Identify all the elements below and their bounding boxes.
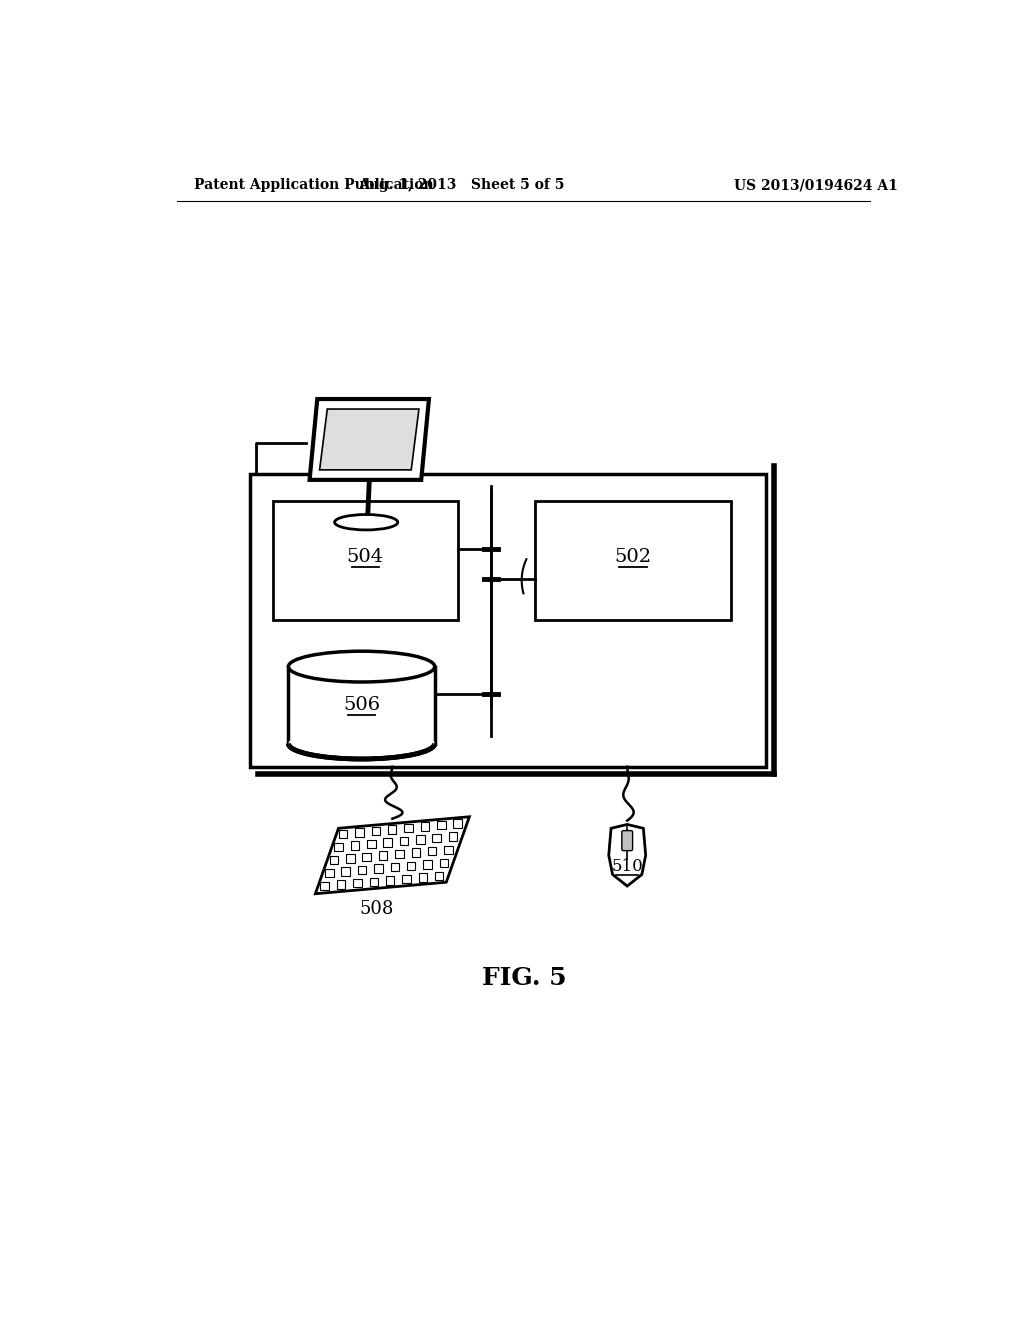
Bar xyxy=(416,836,425,843)
Bar xyxy=(439,859,449,867)
Bar xyxy=(399,837,409,845)
Text: Aug. 1, 2013   Sheet 5 of 5: Aug. 1, 2013 Sheet 5 of 5 xyxy=(358,178,565,193)
Bar xyxy=(402,875,411,883)
Bar xyxy=(321,882,329,890)
Text: 504: 504 xyxy=(347,548,384,566)
Text: 512: 512 xyxy=(356,535,390,552)
Bar xyxy=(289,667,435,743)
Bar xyxy=(421,822,429,830)
Bar xyxy=(404,824,413,832)
FancyBboxPatch shape xyxy=(622,830,633,850)
Bar xyxy=(350,841,359,850)
Bar xyxy=(374,865,383,873)
Text: 508: 508 xyxy=(359,900,394,919)
Ellipse shape xyxy=(289,729,435,759)
Text: 500: 500 xyxy=(585,533,620,550)
Text: 502: 502 xyxy=(614,548,651,566)
Polygon shape xyxy=(315,817,469,894)
Bar xyxy=(339,829,347,838)
Bar xyxy=(370,878,378,886)
Polygon shape xyxy=(309,399,429,480)
Bar xyxy=(444,846,453,854)
Text: Patent Application Publication: Patent Application Publication xyxy=(194,178,433,193)
Bar xyxy=(330,855,338,865)
Ellipse shape xyxy=(335,515,397,529)
Bar xyxy=(250,474,766,767)
Bar xyxy=(419,874,427,882)
Text: 506: 506 xyxy=(343,696,380,714)
Polygon shape xyxy=(608,825,646,886)
Text: FIG. 5: FIG. 5 xyxy=(482,966,567,990)
Bar xyxy=(423,861,432,869)
Bar xyxy=(383,838,392,846)
Bar xyxy=(449,833,458,841)
Bar xyxy=(367,840,376,849)
Bar xyxy=(386,876,394,884)
Bar xyxy=(379,851,387,859)
Bar xyxy=(372,826,380,836)
Bar xyxy=(432,834,441,842)
Text: US 2013/0194624 A1: US 2013/0194624 A1 xyxy=(734,178,898,193)
Ellipse shape xyxy=(289,651,435,682)
Bar xyxy=(341,867,350,875)
Bar xyxy=(355,828,364,837)
Bar xyxy=(390,863,399,871)
Polygon shape xyxy=(319,409,419,470)
Bar xyxy=(334,842,343,851)
Text: 510: 510 xyxy=(611,858,643,875)
Bar xyxy=(357,866,367,874)
Bar xyxy=(362,853,371,861)
Bar xyxy=(428,847,436,855)
Bar xyxy=(535,502,731,620)
Bar xyxy=(337,880,345,888)
Bar xyxy=(454,820,462,828)
Bar xyxy=(346,854,354,863)
Bar xyxy=(353,879,361,887)
Bar xyxy=(388,825,396,834)
Bar xyxy=(395,850,403,858)
Bar xyxy=(435,871,443,880)
Bar xyxy=(412,849,420,857)
Bar xyxy=(437,821,445,829)
Bar xyxy=(325,869,334,878)
Bar xyxy=(273,502,458,620)
Bar xyxy=(407,862,416,870)
